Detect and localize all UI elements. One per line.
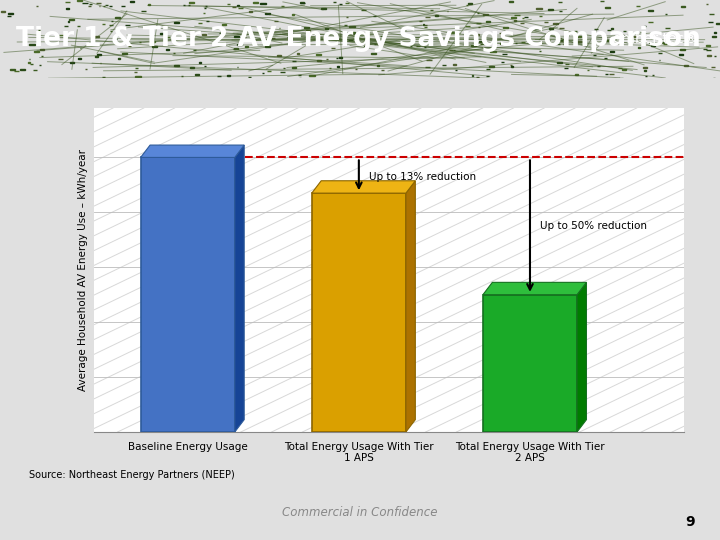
Text: Up to 13% reduction: Up to 13% reduction	[369, 172, 476, 181]
Bar	[490, 51, 495, 52]
Bar	[557, 39, 562, 40]
Text: Commercial in Confidence: Commercial in Confidence	[282, 505, 438, 519]
Text: Tier 1 & Tier 2 AV Energy Savings Comparison: Tier 1 & Tier 2 AV Energy Savings Compar…	[16, 26, 701, 52]
Bar	[312, 193, 406, 432]
Polygon shape	[406, 181, 415, 432]
Bar	[174, 22, 179, 23]
Text: 9: 9	[685, 515, 695, 529]
Bar	[309, 75, 315, 76]
Polygon shape	[235, 145, 244, 432]
Bar	[135, 76, 140, 77]
Bar	[483, 295, 577, 432]
Bar	[304, 27, 309, 28]
Bar	[174, 65, 179, 66]
Bar	[348, 39, 353, 40]
Bar	[260, 3, 266, 4]
Bar	[483, 14, 488, 15]
Text: ember tec®: ember tec®	[613, 32, 698, 46]
Bar	[611, 38, 616, 39]
Polygon shape	[140, 145, 244, 158]
Polygon shape	[577, 282, 587, 432]
Polygon shape	[483, 282, 587, 295]
Bar	[114, 17, 120, 18]
Text: Up to 50% reduction: Up to 50% reduction	[540, 221, 647, 231]
Bar	[489, 66, 494, 67]
Bar	[548, 9, 554, 10]
Text: Source: Northeast Energy Partners (NEEP): Source: Northeast Energy Partners (NEEP)	[29, 470, 235, 480]
Bar	[253, 2, 258, 3]
Bar	[140, 158, 235, 432]
Polygon shape	[312, 181, 415, 193]
Bar	[234, 36, 239, 37]
Y-axis label: Average Household AV Energy Use – kWh/year: Average Household AV Energy Use – kWh/ye…	[78, 149, 88, 391]
Bar	[536, 8, 541, 9]
Bar	[554, 23, 559, 24]
Bar	[502, 53, 507, 54]
Bar	[511, 17, 516, 18]
Bar	[514, 15, 520, 16]
Bar	[426, 66, 431, 67]
